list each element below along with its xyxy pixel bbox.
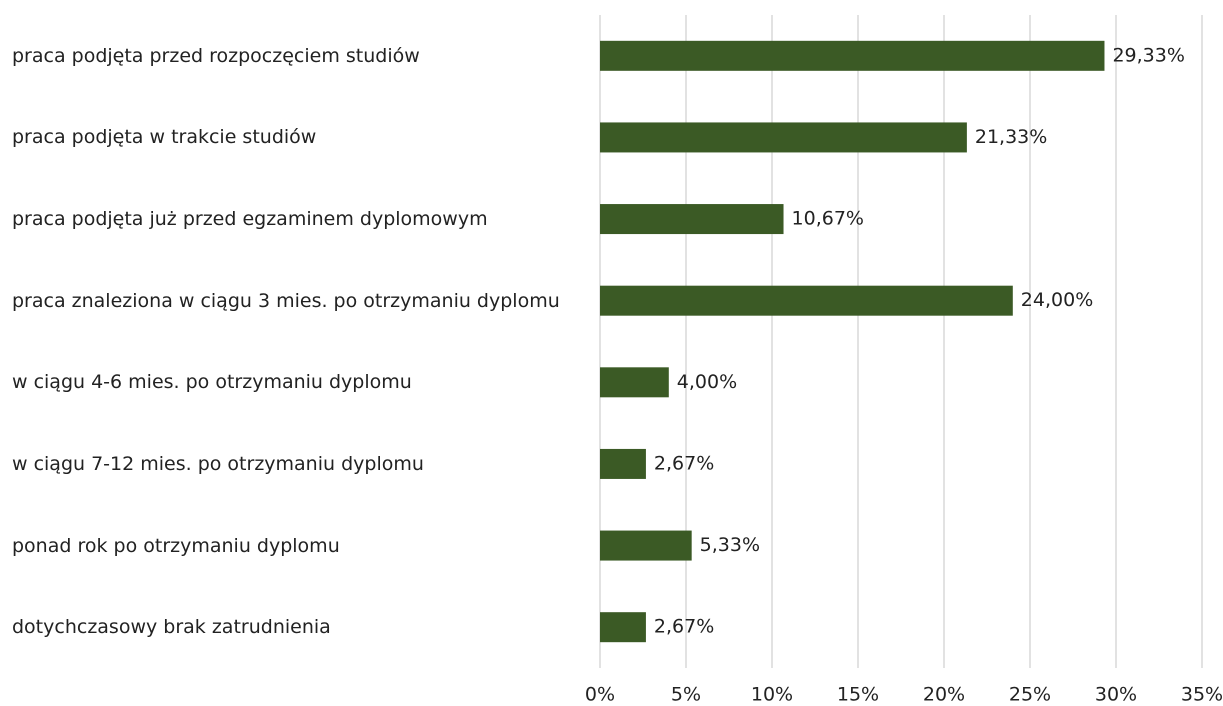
category-label: dotychczasowy brak zatrudnienia: [12, 616, 331, 639]
category-label: praca podjęta w trakcie studiów: [12, 126, 317, 149]
x-tick-label: 25%: [1009, 684, 1051, 706]
bar: [600, 285, 1013, 316]
x-tick-label: 10%: [751, 684, 793, 706]
value-label: 5,33%: [700, 534, 760, 556]
x-tick-label: 30%: [1095, 684, 1137, 706]
category-label: w ciągu 7-12 mies. po otrzymaniu dyplomu: [12, 452, 424, 475]
value-label: 10,67%: [792, 208, 864, 230]
bar: [600, 40, 1105, 71]
bar: [600, 122, 967, 153]
value-label: 21,33%: [975, 126, 1047, 148]
category-label: praca podjęta przed rozpoczęciem studiów: [12, 44, 420, 67]
bar: [600, 204, 784, 235]
category-label: ponad rok po otrzymaniu dyplomu: [12, 534, 340, 557]
bar: [600, 367, 669, 398]
bar: [600, 448, 646, 479]
value-label: 24,00%: [1021, 289, 1093, 311]
value-label: 2,67%: [654, 616, 714, 638]
x-tick-label: 15%: [837, 684, 879, 706]
bar: [600, 612, 646, 643]
value-label: 4,00%: [677, 371, 737, 393]
x-tick-label: 20%: [923, 684, 965, 706]
x-tick-label: 35%: [1181, 684, 1223, 706]
x-tick-label: 0%: [585, 684, 615, 706]
value-label: 29,33%: [1112, 44, 1184, 66]
category-label: praca znaleziona w ciągu 3 mies. po otrz…: [12, 289, 560, 312]
category-label: praca podjęta już przed egzaminem dyplom…: [12, 208, 488, 231]
x-tick-label: 5%: [671, 684, 701, 706]
bar: [600, 530, 692, 561]
value-label: 2,67%: [654, 452, 714, 474]
category-label: w ciągu 4-6 mies. po otrzymaniu dyplomu: [12, 371, 412, 394]
